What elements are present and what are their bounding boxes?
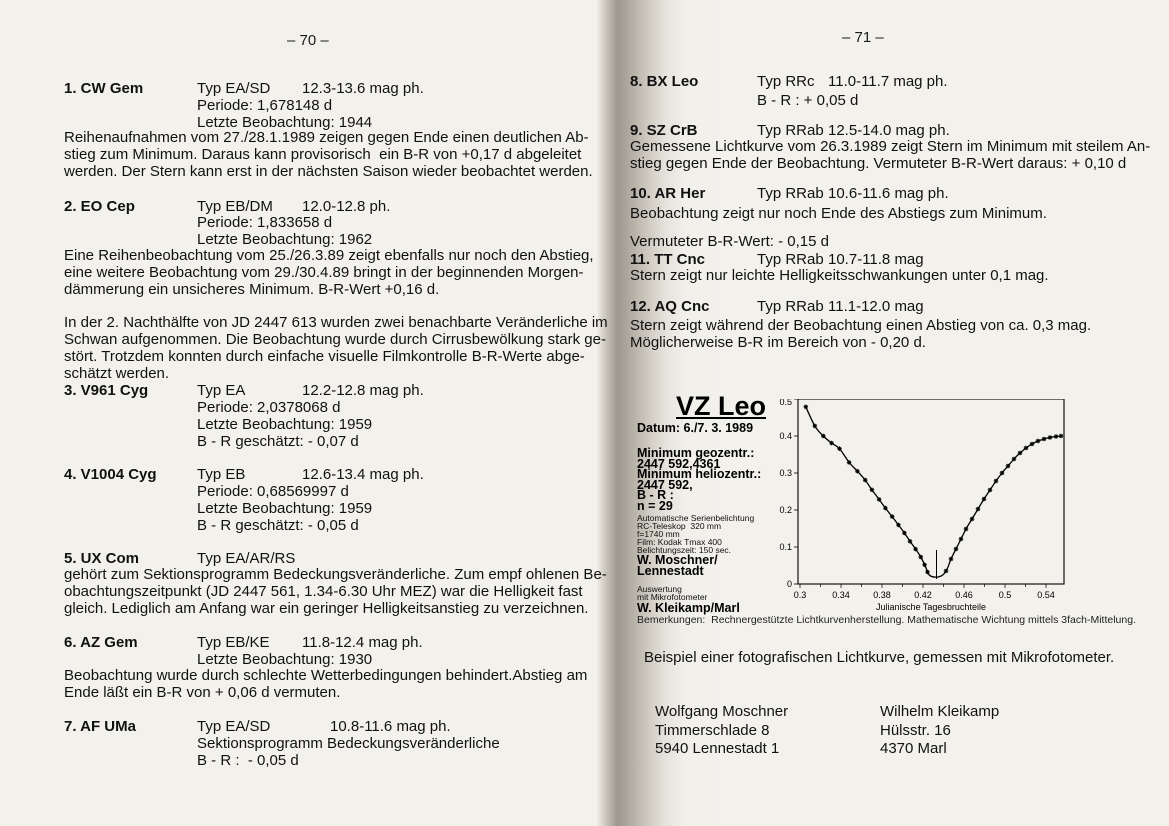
svg-text:0: 0 xyxy=(787,579,792,589)
svg-text:0.5: 0.5 xyxy=(999,590,1012,600)
svg-text:0.1: 0.1 xyxy=(779,542,792,552)
svg-text:0.5: 0.5 xyxy=(779,399,792,407)
svg-text:0.3: 0.3 xyxy=(794,590,807,600)
svg-text:0.3: 0.3 xyxy=(779,468,792,478)
svg-text:0.4: 0.4 xyxy=(779,431,792,441)
svg-text:0.54: 0.54 xyxy=(1037,590,1055,600)
svg-text:0.2: 0.2 xyxy=(779,505,792,515)
svg-text:0.46: 0.46 xyxy=(955,590,973,600)
svg-text:Julianische Tagesbruchteile: Julianische Tagesbruchteile xyxy=(876,602,986,612)
svg-text:0.34: 0.34 xyxy=(832,590,850,600)
svg-text:0.38: 0.38 xyxy=(873,590,891,600)
svg-text:0.42: 0.42 xyxy=(914,590,932,600)
